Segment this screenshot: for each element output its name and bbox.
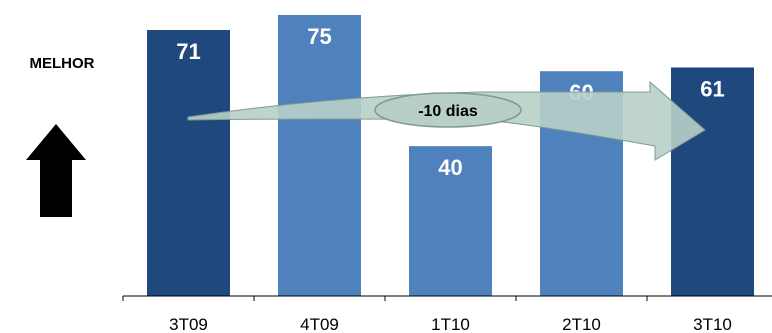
category-label-3T10: 3T10 xyxy=(693,315,732,333)
data-label-4T09: 75 xyxy=(307,24,331,49)
x-axis-ticks xyxy=(122,296,648,301)
curved-arrow-icon xyxy=(187,80,706,161)
bar-4T09 xyxy=(278,15,361,296)
up-arrow-icon xyxy=(26,124,86,217)
bar-3T09 xyxy=(147,29,230,297)
category-labels-layer: 3T09 4T09 1T10 2T10 3T10 xyxy=(169,315,732,333)
annotation-text: -10 dias xyxy=(418,103,478,120)
data-label-1T10: 40 xyxy=(438,155,462,180)
annotation-bubble: -10 dias xyxy=(374,92,522,128)
data-label-3T10: 61 xyxy=(700,76,724,101)
bar-3T10 xyxy=(671,67,754,296)
category-label-4T09: 4T09 xyxy=(300,315,339,333)
category-label-2T10: 2T10 xyxy=(562,315,601,333)
category-label-3T09: 3T09 xyxy=(169,315,208,333)
bar-1T10 xyxy=(409,146,492,296)
side-label-melhor: MELHOR xyxy=(29,55,95,72)
data-label-3T09: 71 xyxy=(176,39,200,64)
category-label-1T10: 1T10 xyxy=(431,315,470,333)
